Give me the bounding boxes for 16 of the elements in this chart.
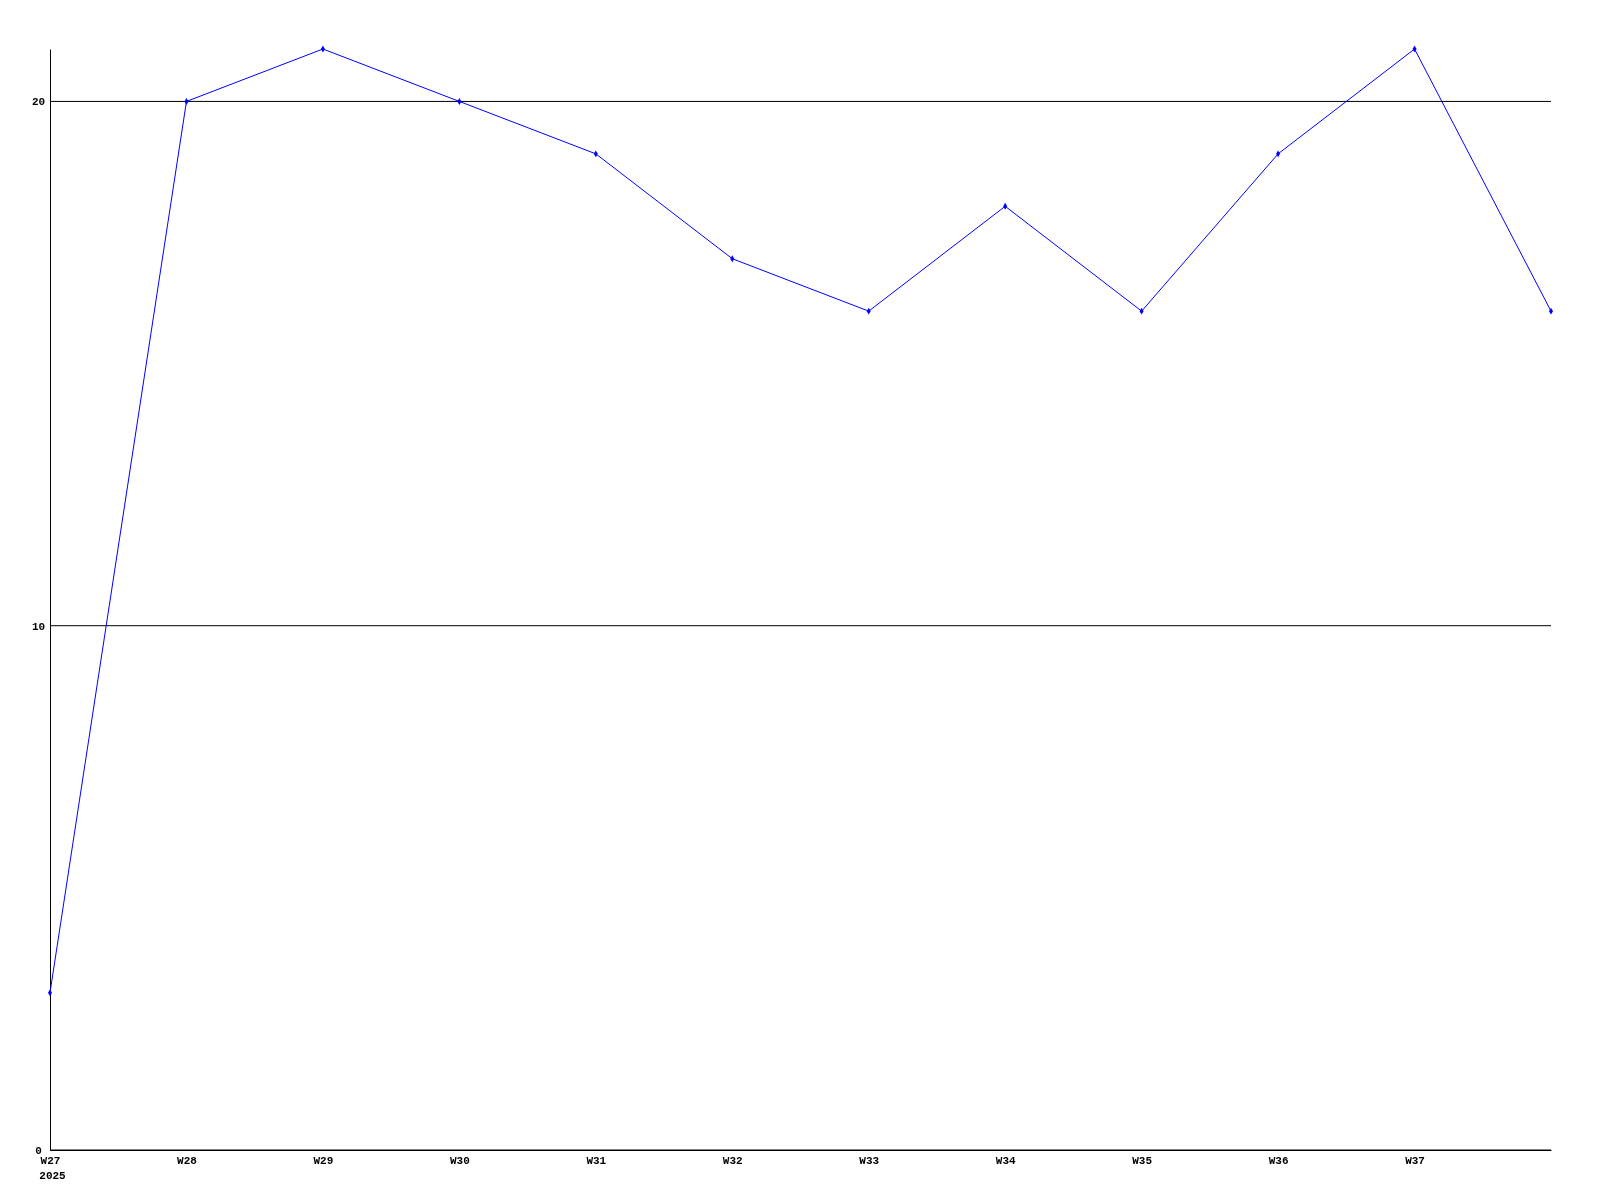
y-tick-label: 0 [35, 1145, 42, 1158]
x-tick-label: W37 [1405, 1155, 1425, 1167]
x-tick-label: W30 [449, 1155, 470, 1167]
x-tick-label: W34 [995, 1155, 1016, 1167]
point [47, 989, 53, 997]
x-tick-label: W31 [586, 1155, 607, 1167]
x-tick-label: W27 2025 [39, 1155, 67, 1182]
x-tick-label: W35 [1132, 1155, 1153, 1167]
y-tick-label: 20 [32, 96, 46, 109]
y-tick-label: 10 [32, 620, 46, 633]
point [1548, 307, 1554, 315]
x-tick-label: W32 [722, 1155, 743, 1167]
x-tick-label: W36 [1268, 1155, 1289, 1167]
x-tick-label: W28 [177, 1155, 198, 1167]
x-tick-label: W33 [859, 1155, 880, 1167]
x-tick-label: W29 [313, 1155, 334, 1167]
